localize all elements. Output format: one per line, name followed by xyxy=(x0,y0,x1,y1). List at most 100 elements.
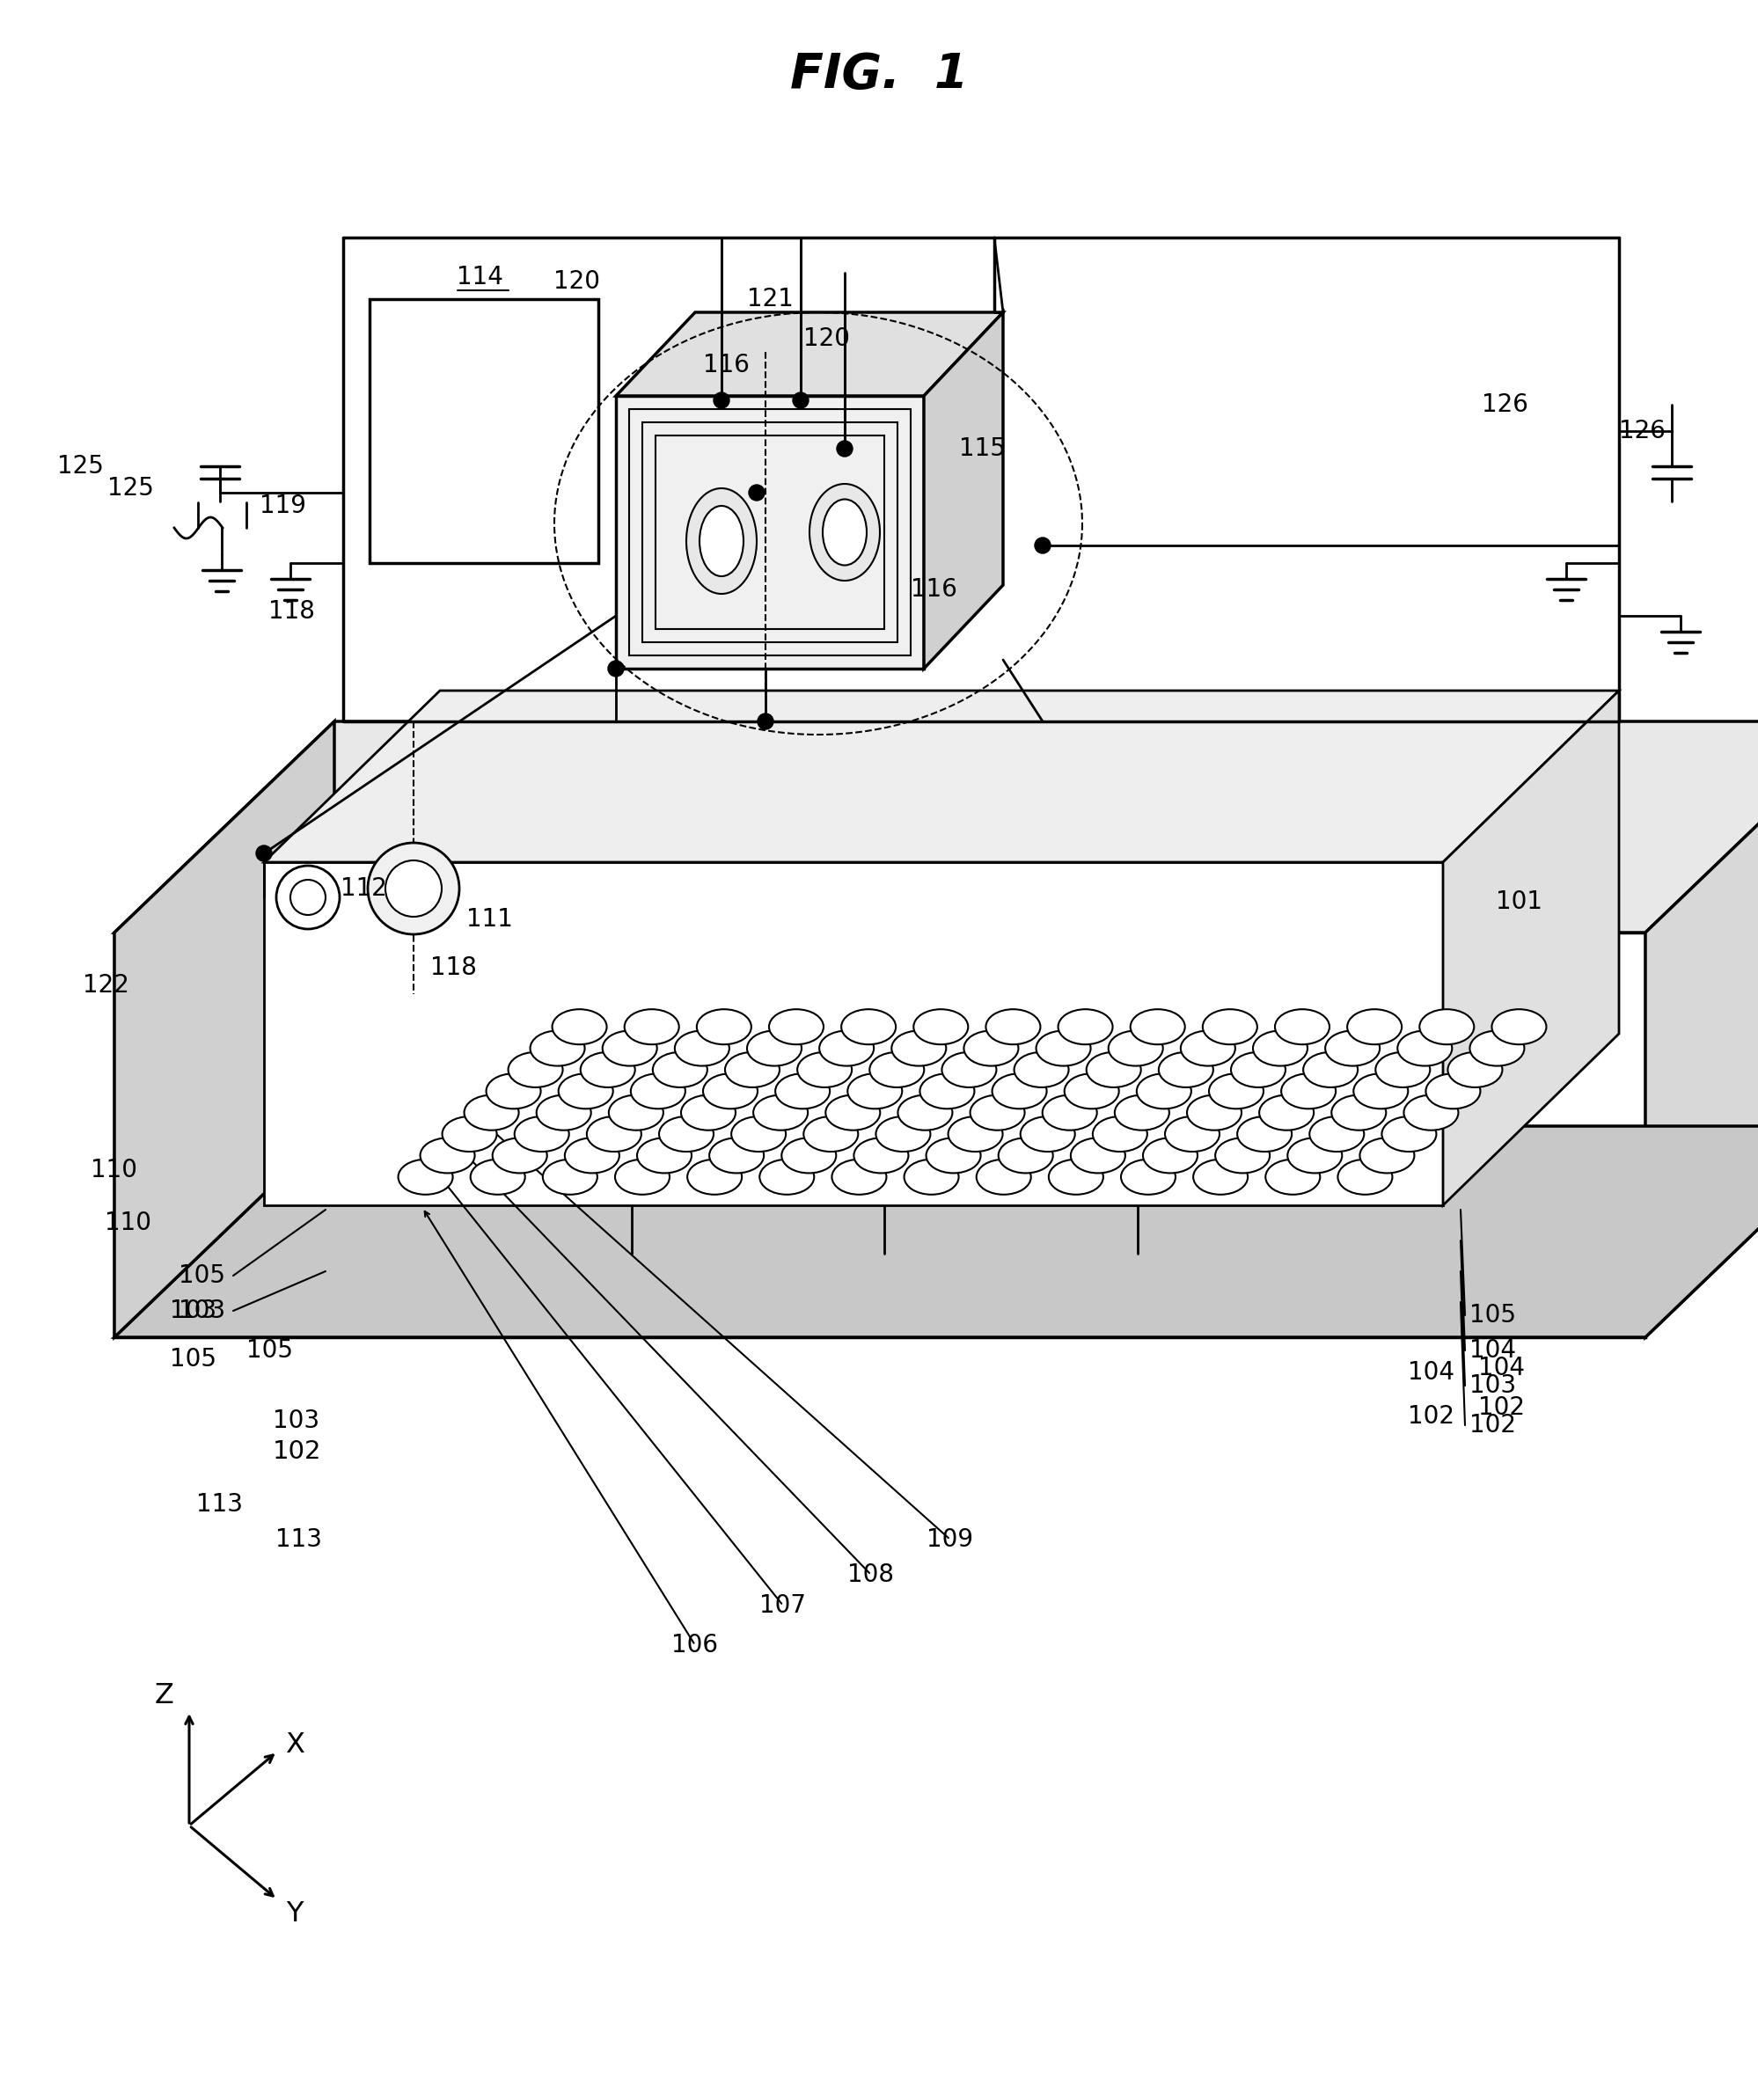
Polygon shape xyxy=(369,298,598,563)
Text: 102: 102 xyxy=(272,1438,322,1464)
Ellipse shape xyxy=(680,1094,735,1130)
Ellipse shape xyxy=(1050,1159,1104,1195)
Ellipse shape xyxy=(823,500,867,565)
Text: 103: 103 xyxy=(272,1409,320,1432)
Text: 104: 104 xyxy=(1478,1357,1524,1380)
Ellipse shape xyxy=(842,1010,897,1044)
Ellipse shape xyxy=(1359,1138,1415,1174)
Ellipse shape xyxy=(1014,1052,1069,1088)
Ellipse shape xyxy=(636,1138,691,1174)
Polygon shape xyxy=(615,397,925,668)
Ellipse shape xyxy=(798,1052,853,1088)
Ellipse shape xyxy=(1064,1073,1118,1109)
Text: 126: 126 xyxy=(1619,418,1665,443)
Polygon shape xyxy=(264,691,1619,863)
Ellipse shape xyxy=(1266,1159,1320,1195)
Ellipse shape xyxy=(976,1159,1030,1195)
Ellipse shape xyxy=(1331,1094,1385,1130)
Ellipse shape xyxy=(782,1138,837,1174)
Circle shape xyxy=(276,865,339,928)
Text: 112: 112 xyxy=(341,876,387,901)
Ellipse shape xyxy=(608,1094,663,1130)
Text: FIG.  1: FIG. 1 xyxy=(789,50,969,99)
Ellipse shape xyxy=(624,1010,679,1044)
Ellipse shape xyxy=(809,483,881,580)
Ellipse shape xyxy=(1338,1159,1392,1195)
Ellipse shape xyxy=(1419,1010,1473,1044)
Text: 118: 118 xyxy=(431,956,476,981)
Ellipse shape xyxy=(1382,1117,1436,1151)
Text: 125: 125 xyxy=(58,454,104,479)
Text: X: X xyxy=(285,1732,304,1760)
Ellipse shape xyxy=(1108,1031,1164,1067)
Ellipse shape xyxy=(1303,1052,1357,1088)
Ellipse shape xyxy=(543,1159,598,1195)
Ellipse shape xyxy=(536,1094,591,1130)
Ellipse shape xyxy=(471,1159,526,1195)
Circle shape xyxy=(367,842,459,934)
Ellipse shape xyxy=(703,1073,758,1109)
Text: 106: 106 xyxy=(672,1634,719,1657)
Ellipse shape xyxy=(1449,1052,1503,1088)
Ellipse shape xyxy=(1347,1010,1401,1044)
Ellipse shape xyxy=(1042,1094,1097,1130)
Text: 116: 116 xyxy=(703,353,749,378)
Text: 122: 122 xyxy=(83,972,128,997)
Ellipse shape xyxy=(875,1117,930,1151)
Ellipse shape xyxy=(1375,1052,1429,1088)
Ellipse shape xyxy=(847,1073,902,1109)
Text: Z: Z xyxy=(155,1682,174,1709)
Text: 107: 107 xyxy=(759,1594,807,1617)
Text: 104: 104 xyxy=(1470,1338,1515,1363)
Ellipse shape xyxy=(999,1138,1053,1174)
Polygon shape xyxy=(1443,691,1619,1205)
Ellipse shape xyxy=(1137,1073,1192,1109)
Ellipse shape xyxy=(1426,1073,1480,1109)
Text: 118: 118 xyxy=(269,598,315,624)
Ellipse shape xyxy=(1398,1031,1452,1067)
Ellipse shape xyxy=(1181,1031,1236,1067)
Ellipse shape xyxy=(1326,1031,1380,1067)
Circle shape xyxy=(385,861,441,918)
Polygon shape xyxy=(264,863,1443,1205)
Ellipse shape xyxy=(1187,1094,1241,1130)
Ellipse shape xyxy=(919,1073,974,1109)
Ellipse shape xyxy=(659,1117,714,1151)
Ellipse shape xyxy=(970,1094,1025,1130)
Text: 116: 116 xyxy=(911,578,956,603)
Text: 103: 103 xyxy=(179,1298,225,1323)
Ellipse shape xyxy=(531,1031,585,1067)
Polygon shape xyxy=(615,313,1004,397)
Ellipse shape xyxy=(552,1010,607,1044)
Text: 114: 114 xyxy=(457,265,503,290)
Ellipse shape xyxy=(1470,1031,1524,1067)
Ellipse shape xyxy=(1122,1159,1176,1195)
Text: 119: 119 xyxy=(260,493,306,519)
Ellipse shape xyxy=(1215,1138,1269,1174)
Ellipse shape xyxy=(752,1094,809,1130)
Ellipse shape xyxy=(443,1117,498,1151)
Polygon shape xyxy=(334,1233,1435,1249)
Ellipse shape xyxy=(1231,1052,1285,1088)
Text: Y: Y xyxy=(287,1900,304,1928)
Ellipse shape xyxy=(559,1073,614,1109)
Circle shape xyxy=(758,714,774,729)
Ellipse shape xyxy=(1166,1117,1220,1151)
Text: 103: 103 xyxy=(1470,1373,1515,1399)
Text: 105: 105 xyxy=(171,1346,216,1371)
Ellipse shape xyxy=(1287,1138,1341,1174)
Text: 105: 105 xyxy=(1470,1302,1515,1327)
Ellipse shape xyxy=(826,1094,881,1130)
Text: 105: 105 xyxy=(246,1338,294,1363)
Ellipse shape xyxy=(615,1159,670,1195)
Ellipse shape xyxy=(870,1052,925,1088)
Text: 102: 102 xyxy=(1478,1394,1524,1420)
Polygon shape xyxy=(334,1201,1435,1220)
Text: 120: 120 xyxy=(803,326,851,351)
Ellipse shape xyxy=(631,1073,686,1109)
Ellipse shape xyxy=(399,1159,454,1195)
Ellipse shape xyxy=(603,1031,657,1067)
Ellipse shape xyxy=(914,1010,969,1044)
Ellipse shape xyxy=(986,1010,1041,1044)
Text: 104: 104 xyxy=(1408,1361,1454,1384)
